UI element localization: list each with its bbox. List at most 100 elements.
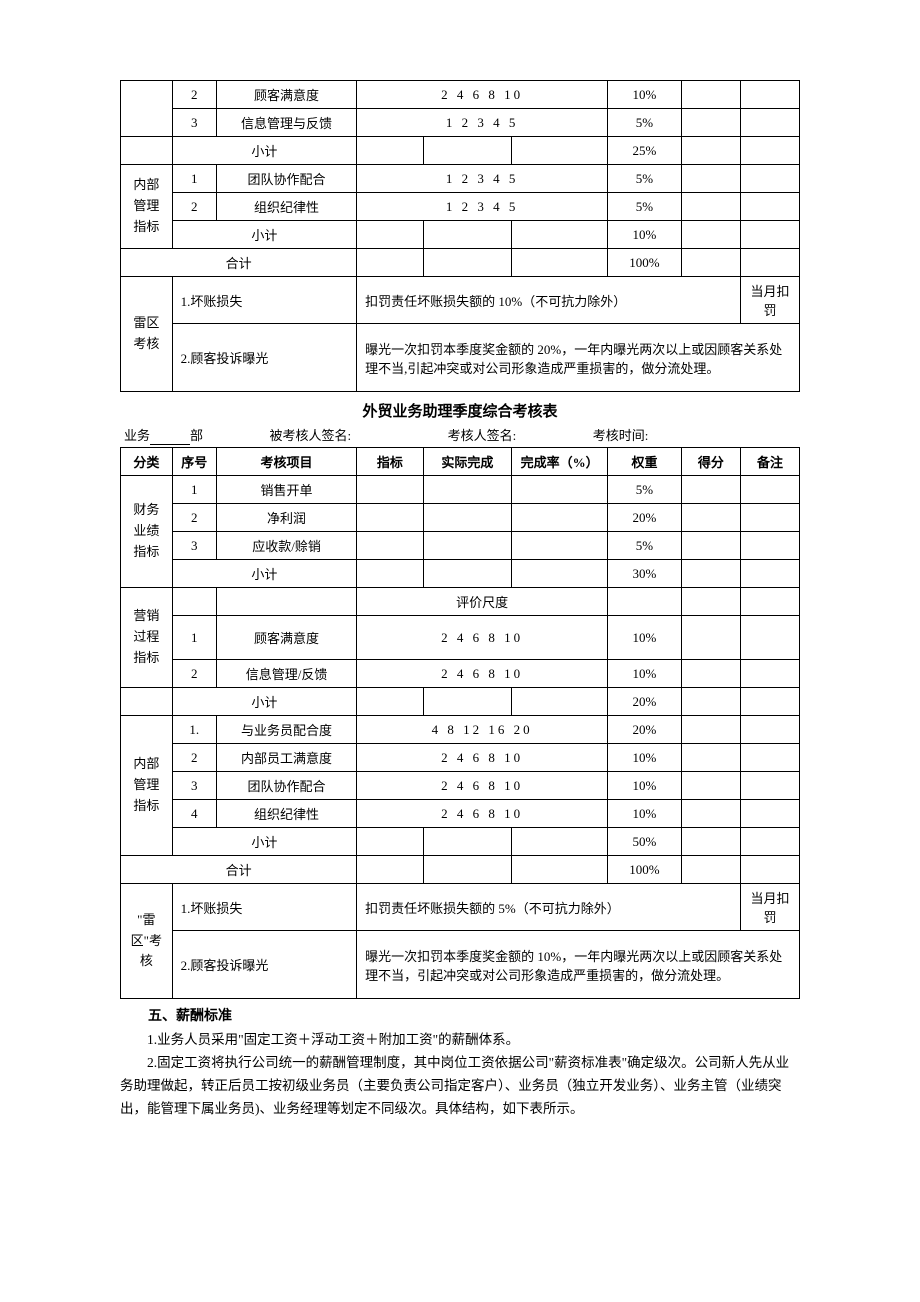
weight: 20%	[608, 504, 682, 532]
dept-prefix: 业务	[124, 425, 150, 444]
row-num: 1	[172, 165, 216, 193]
weight: 10%	[608, 616, 682, 660]
category: 内部管理指标	[121, 716, 173, 856]
total-row: 合计 100%	[121, 249, 800, 277]
weight: 5%	[608, 532, 682, 560]
scale: 2 4 6 8 10	[357, 744, 608, 772]
table-row: 内部管理指标 1 团队协作配合 1 2 3 4 5 5%	[121, 165, 800, 193]
row-num: 2	[172, 193, 216, 221]
table-row: 内部管理指标 1. 与业务员配合度 4 8 12 16 20 20%	[121, 716, 800, 744]
row-item: 顾客满意度	[216, 616, 356, 660]
table-row: 4 组织纪律性 2 4 6 8 10 10%	[121, 800, 800, 828]
mine-row: 雷区考核 1.坏账损失 扣罚责任坏账损失额的 10%（不可抗力除外） 当月扣罚	[121, 277, 800, 324]
table-row: 2 净利润 20%	[121, 504, 800, 532]
header-note: 备注	[740, 448, 799, 476]
header-cat: 分类	[121, 448, 173, 476]
mine-label: 雷区考核	[121, 277, 173, 392]
complaint-label: 2.顾客投诉曝光	[172, 324, 357, 392]
bad-debt-label: 1.坏账损失	[172, 277, 357, 324]
header-num: 序号	[172, 448, 216, 476]
bad-debt-desc: 扣罚责任坏账损失额的 10%（不可抗力除外）	[357, 277, 741, 324]
subtotal-label: 小计	[172, 221, 357, 249]
row-item: 组织纪律性	[216, 193, 356, 221]
total-label: 合计	[121, 856, 357, 884]
total-label: 合计	[121, 249, 357, 277]
subtotal-row: 小计 10%	[121, 221, 800, 249]
category: 财务业绩指标	[121, 476, 173, 588]
weight: 10%	[608, 744, 682, 772]
weight: 10%	[608, 660, 682, 688]
row-num: 2	[172, 660, 216, 688]
subtotal-label: 小计	[172, 688, 357, 716]
table-row: 财务业绩指标 1 销售开单 5%	[121, 476, 800, 504]
weight: 5%	[608, 193, 682, 221]
mine-row: 2.顾客投诉曝光 曝光一次扣罚本季度奖金额的 20%，一年内曝光两次以上或因顾客…	[121, 324, 800, 392]
row-item: 净利润	[216, 504, 356, 532]
row-num: 3	[172, 772, 216, 800]
assessment-table-1: 2 顾客满意度 2 4 6 8 10 10% 3 信息管理与反馈 1 2 3 4…	[120, 80, 800, 392]
bad-debt-label: 1.坏账损失	[172, 884, 357, 931]
row-item: 团队协作配合	[216, 772, 356, 800]
header-item: 考核项目	[216, 448, 356, 476]
section-5-p1: 1.业务人员采用"固定工资＋浮动工资＋附加工资"的薪酬体系。	[120, 1029, 800, 1052]
table-row: 2 信息管理/反馈 2 4 6 8 10 10%	[121, 660, 800, 688]
subtotal-row: 小计 20%	[121, 688, 800, 716]
table-row: 3 团队协作配合 2 4 6 8 10 10%	[121, 772, 800, 800]
weight: 25%	[608, 137, 682, 165]
weight: 30%	[608, 560, 682, 588]
dept-suffix: 部	[190, 425, 203, 444]
row-item: 销售开单	[216, 476, 356, 504]
row-item: 团队协作配合	[216, 165, 356, 193]
row-num: 1	[172, 616, 216, 660]
weight: 10%	[608, 221, 682, 249]
scale: 2 4 6 8 10	[357, 616, 608, 660]
row-num: 3	[172, 109, 216, 137]
weight: 20%	[608, 688, 682, 716]
total-row: 合计 100%	[121, 856, 800, 884]
subtotal-row: 小计 50%	[121, 828, 800, 856]
scale: 2 4 6 8 10	[357, 800, 608, 828]
assessor-label: 考核人签名:	[448, 425, 517, 444]
weight: 5%	[608, 165, 682, 193]
header-rate: 完成率（%）	[512, 448, 608, 476]
weight: 5%	[608, 109, 682, 137]
header-score: 得分	[681, 448, 740, 476]
weight: 10%	[608, 81, 682, 109]
assessment-table-2: 分类 序号 考核项目 指标 实际完成 完成率（%） 权重 得分 备注 财务业绩指…	[120, 447, 800, 999]
scale: 2 4 6 8 10	[357, 660, 608, 688]
signee-label: 被考核人签名:	[270, 425, 352, 444]
mine-row: 2.顾客投诉曝光 曝光一次扣罚本季度奖金额的 10%，一年内曝光两次以上或因顾客…	[121, 931, 800, 999]
scale: 1 2 3 4 5	[357, 165, 608, 193]
subtotal-row: 小计 25%	[121, 137, 800, 165]
category: 营销过程指标	[121, 588, 173, 688]
weight: 100%	[608, 856, 682, 884]
header-weight: 权重	[608, 448, 682, 476]
row-item: 内部员工满意度	[216, 744, 356, 772]
table-row: 1 顾客满意度 2 4 6 8 10 10%	[121, 616, 800, 660]
table-row: 2 内部员工满意度 2 4 6 8 10 10%	[121, 744, 800, 772]
note: 当月扣罚	[740, 884, 799, 931]
row-num: 1	[172, 476, 216, 504]
mine-row: "雷区"考核 1.坏账损失 扣罚责任坏账损失额的 5%（不可抗力除外） 当月扣罚	[121, 884, 800, 931]
row-num: 4	[172, 800, 216, 828]
subtotal-row: 小计 30%	[121, 560, 800, 588]
complaint-desc: 曝光一次扣罚本季度奖金额的 10%，一年内曝光两次以上或因顾客关系处理不当，引起…	[357, 931, 800, 999]
header-row: 分类 序号 考核项目 指标 实际完成 完成率（%） 权重 得分 备注	[121, 448, 800, 476]
mine-label: "雷区"考核	[121, 884, 173, 999]
subtotal-label: 小计	[172, 560, 357, 588]
weight: 10%	[608, 772, 682, 800]
complaint-label: 2.顾客投诉曝光	[172, 931, 357, 999]
row-num: 1.	[172, 716, 216, 744]
row-item: 组织纪律性	[216, 800, 356, 828]
row-item: 顾客满意度	[216, 81, 356, 109]
subtotal-label: 小计	[172, 137, 357, 165]
table-row: 3 信息管理与反馈 1 2 3 4 5 5%	[121, 109, 800, 137]
row-item: 信息管理/反馈	[216, 660, 356, 688]
time-label: 考核时间:	[593, 425, 649, 444]
table-row: 3 应收款/赊销 5%	[121, 532, 800, 560]
subtotal-label: 小计	[172, 828, 357, 856]
row-num: 2	[172, 744, 216, 772]
weight: 10%	[608, 800, 682, 828]
scale-title: 评价尺度	[357, 588, 608, 616]
table-row: 2 组织纪律性 1 2 3 4 5 5%	[121, 193, 800, 221]
